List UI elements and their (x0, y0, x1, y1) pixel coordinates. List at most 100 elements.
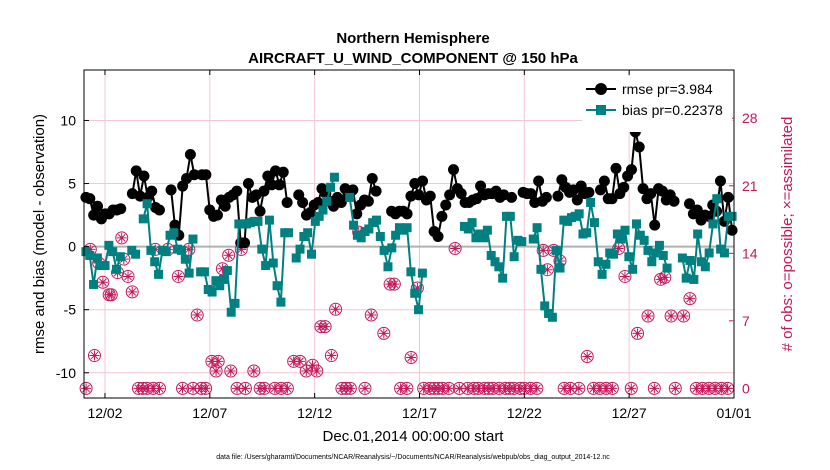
obs-assimilated-point-62 (412, 283, 423, 294)
bias-point-51 (276, 297, 286, 307)
bias-point-85 (406, 267, 416, 277)
rmse-point-70 (351, 208, 363, 220)
y-right-tick-label-2: 14 (742, 245, 758, 261)
bias-point-149 (651, 248, 661, 258)
obs-assimilated-point-94 (594, 383, 605, 394)
obs-possible-point-2 (87, 349, 101, 363)
obs-possible-point-107 (677, 309, 691, 323)
bias-point-161 (697, 257, 706, 267)
obs-assimilated-point-96 (607, 383, 618, 394)
obs-assimilated-point-22 (188, 383, 199, 394)
bias-point-7 (108, 247, 118, 257)
obs-assimilated-point-52 (345, 383, 356, 394)
obs-assimilated-point-45 (311, 365, 322, 376)
bias-point-49 (268, 258, 278, 268)
rmse-point-117 (533, 175, 545, 187)
bias-point-117 (528, 234, 538, 244)
bias-point-142 (624, 252, 634, 262)
obs-possible-point-105 (664, 309, 678, 323)
bias-point-50 (272, 281, 282, 291)
data-file-note: data file: /Users/gharamti/Documents/NCA… (216, 454, 610, 461)
obs-assimilated-point-70 (454, 383, 465, 394)
bias-point-37 (222, 266, 232, 276)
bias-point-167 (719, 248, 729, 258)
obs-assimilated-point-77 (494, 383, 505, 394)
obs-assimilated-point-59 (395, 383, 406, 394)
rmse-point-74 (366, 172, 378, 184)
x-tick-label-5: 12/27 (612, 405, 647, 421)
bias-point-28 (188, 234, 198, 244)
rmse-point-48 (266, 179, 278, 191)
obs-assimilated-point-15 (148, 383, 159, 394)
obs-assimilated-point-27 (211, 365, 222, 376)
obs-assimilated-point-103 (655, 274, 666, 285)
obs-possible-point-56 (377, 326, 391, 340)
obs-assimilated-point-44 (307, 360, 318, 371)
rmse-point-45 (254, 205, 266, 217)
x-tick-label-2: 12/12 (297, 405, 332, 421)
obs-assimilated-point-49 (330, 304, 341, 315)
bias-point-9 (115, 252, 125, 262)
bias-point-87 (414, 305, 424, 315)
obs-possible-point-35 (247, 364, 261, 378)
bias-point-77 (375, 232, 385, 242)
bias-point-146 (639, 235, 649, 245)
obs-assimilated-point-106 (670, 383, 681, 394)
obs-possible-point-27 (209, 364, 223, 378)
obs-assimilated-point-33 (236, 244, 247, 255)
rmse-point-89 (424, 190, 436, 202)
axis-ticks: 12/02 12/07 12/12 12/17 12/22 12/27 01/01 -10 -5… (56, 70, 758, 421)
bias-point-17 (146, 245, 156, 255)
obs-possible-point-11 (125, 285, 139, 299)
obs-assimilated-point-28 (213, 356, 224, 367)
obs-assimilated-point-20 (177, 383, 188, 394)
obs-assimilated-point-34 (240, 383, 251, 394)
obs-assimilated-point-80 (508, 383, 519, 394)
rmse-point-9 (115, 203, 127, 215)
x-tick-label-3: 12/17 (402, 405, 437, 421)
rmse-point-51 (277, 166, 289, 178)
obs-assimilated-point-82 (519, 383, 530, 394)
y-right-tick-label-3: 21 (742, 178, 758, 194)
rmse-point-17 (146, 185, 158, 197)
y-tick-label-1: -5 (64, 302, 77, 318)
y-tick-label-2: 0 (68, 239, 76, 255)
rmse-point-133 (595, 184, 607, 196)
obs-assimilated-point-14 (141, 383, 152, 394)
obs-assimilated-point-112 (710, 383, 721, 394)
bias-point-88 (417, 268, 427, 278)
bias-point-36 (219, 274, 229, 284)
bias-point-156 (677, 253, 687, 263)
obs-assimilated-point-54 (359, 383, 370, 394)
rmse-point-97 (455, 188, 467, 200)
bias-point-55 (291, 253, 301, 263)
bias-point-147 (643, 245, 653, 255)
obs-assimilated-point-83 (525, 383, 536, 394)
bias-point-119 (536, 264, 546, 274)
bias-point-132 (586, 197, 596, 207)
obs-assimilated-point-89 (559, 383, 570, 394)
obs-assimilated-point-99 (626, 383, 637, 394)
obs-assimilated-point-84 (531, 383, 542, 394)
obs-assimilated-point-61 (406, 352, 417, 363)
rmse-point-91 (432, 231, 444, 243)
obs-assimilated-point-111 (703, 383, 714, 394)
obs-assimilated-point-108 (684, 293, 695, 304)
obs-possible-point-108 (683, 292, 697, 306)
bias-point-120 (540, 301, 550, 311)
bias-point-19 (154, 269, 164, 279)
rmse-point-3 (92, 200, 104, 212)
bias-point-135 (597, 269, 607, 279)
obs-possible-point-102 (647, 381, 661, 395)
rmse-point-115 (525, 188, 537, 200)
obs-possible-point-49 (329, 302, 343, 316)
obs-assimilated-point-43 (301, 365, 312, 376)
rmse-point-130 (583, 186, 595, 198)
bias-point-162 (700, 262, 710, 272)
obs-assimilated-point-86 (542, 264, 553, 275)
y-tick-label-4: 10 (60, 112, 76, 128)
chart-subtitle: AIRCRAFT_U_WIND_COMPONENT @ 150 hPa (248, 50, 578, 67)
obs-assimilated-point-113 (716, 383, 727, 394)
rmse-point-147 (649, 219, 661, 231)
bias-point-134 (593, 257, 603, 267)
